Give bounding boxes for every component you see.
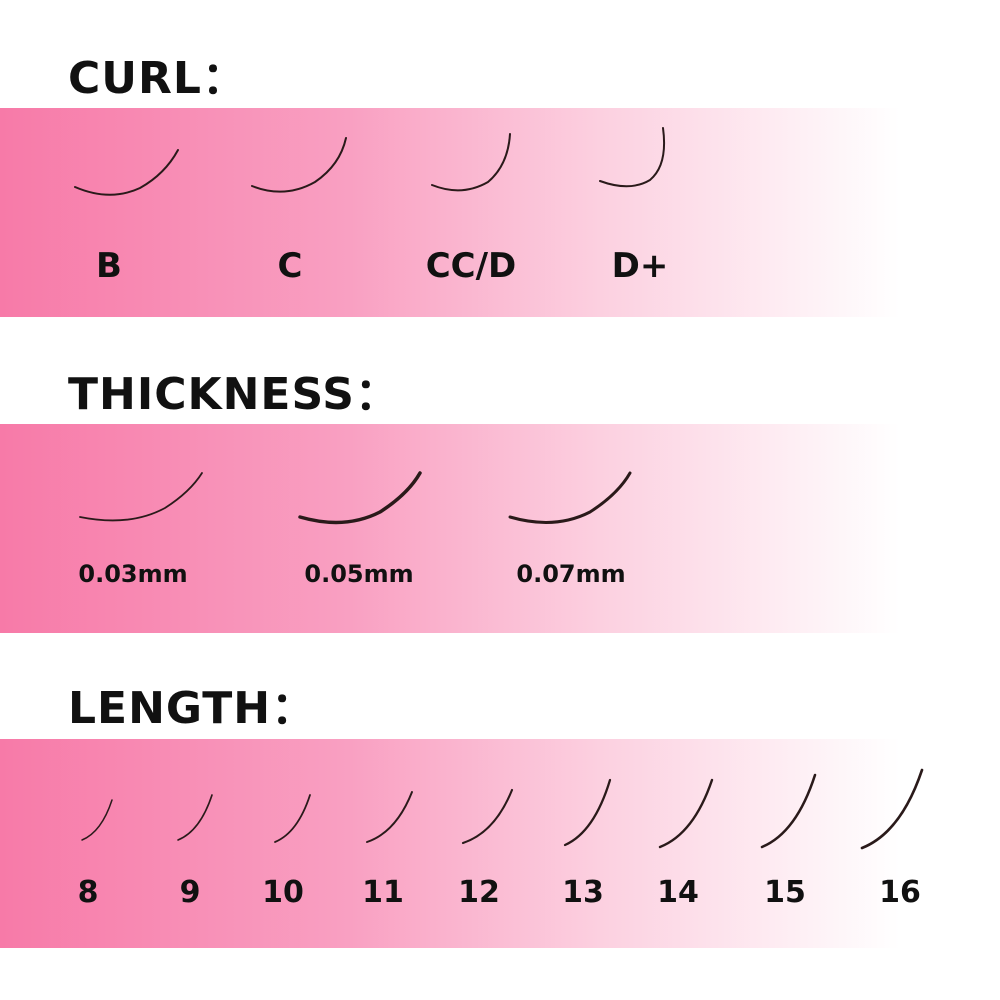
eyelash-icon — [599, 127, 666, 188]
eyelash-icon — [81, 799, 113, 841]
thickness-title: THICKNESS： — [68, 369, 400, 420]
length-label: 14 — [657, 875, 699, 910]
eyelash-icon — [251, 137, 347, 193]
length-label: 12 — [458, 875, 500, 910]
eyelash-icon — [860, 768, 924, 850]
length-title: LENGTH： — [68, 683, 317, 734]
eyelash-icon — [563, 778, 612, 847]
length-label: 11 — [362, 875, 404, 910]
eyelash-icon — [298, 471, 422, 525]
eyelash-icon — [274, 794, 311, 843]
curl-label-d-plus: D+ — [611, 246, 669, 286]
eyelash-icon — [177, 794, 213, 841]
curl-label-cc-d: CC/D — [425, 246, 517, 286]
length-label: 15 — [764, 875, 806, 910]
thickness-label-005: 0.05mm — [304, 560, 414, 588]
length-label: 10 — [262, 875, 304, 910]
eyelash-icon — [760, 773, 817, 849]
eyelash-icon — [74, 149, 179, 196]
eyelash-icon — [508, 471, 632, 524]
length-label: 9 — [179, 875, 201, 910]
thickness-label-007: 0.07mm — [516, 560, 626, 588]
curl-band — [0, 108, 1000, 317]
length-label: 13 — [562, 875, 604, 910]
eyelash-icon — [461, 788, 514, 845]
length-label: 8 — [77, 875, 99, 910]
thickness-band — [0, 424, 1000, 633]
eyelash-icon — [431, 133, 511, 192]
curl-title: CURL： — [68, 53, 247, 104]
curl-label-c: C — [277, 246, 303, 286]
eyelash-icon — [658, 778, 714, 849]
eyelash-icon — [79, 472, 203, 522]
curl-label-b: B — [96, 246, 122, 286]
length-label: 16 — [879, 875, 921, 910]
length-band — [0, 739, 1000, 948]
thickness-label-003: 0.03mm — [78, 560, 188, 588]
eyelash-icon — [366, 791, 413, 843]
